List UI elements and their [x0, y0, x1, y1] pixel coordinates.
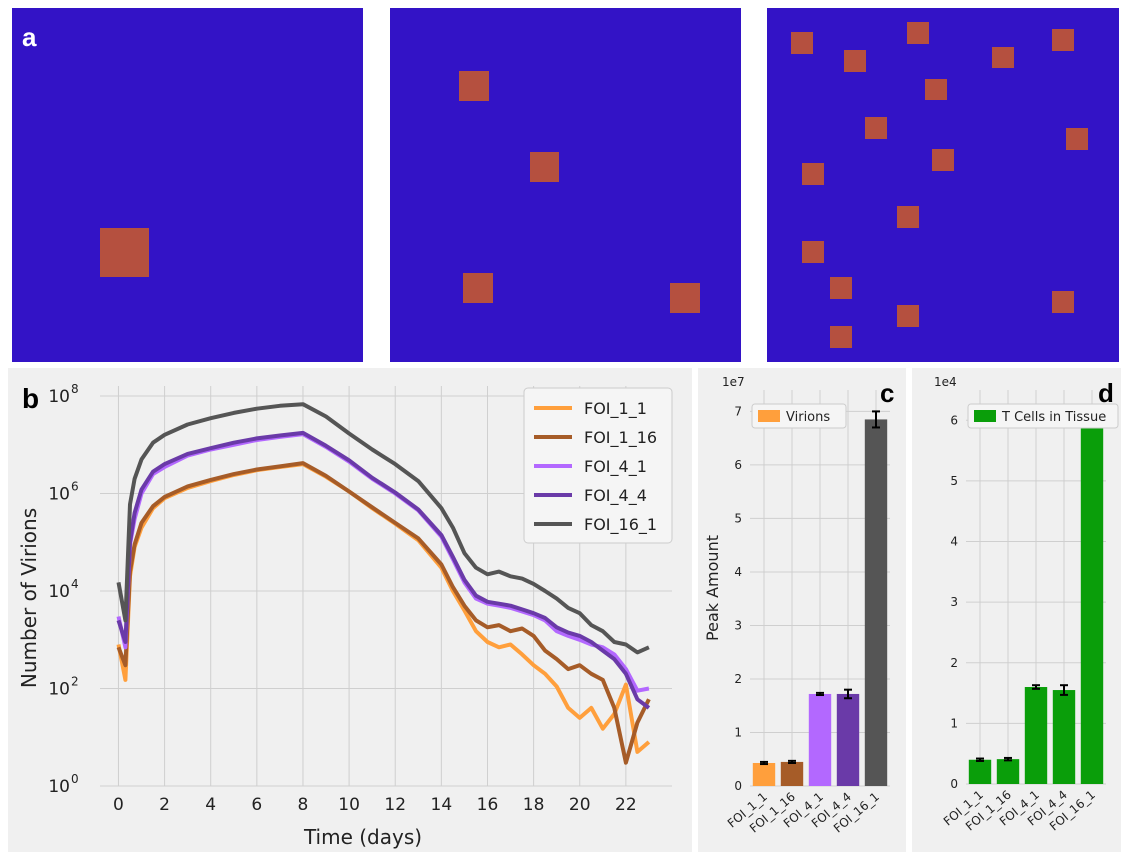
simulation-grid-foi-4-4	[390, 8, 741, 362]
infection-focus	[1051, 290, 1074, 313]
legend-box	[523, 387, 673, 544]
y-tick-label: 0	[950, 777, 958, 791]
bar-foi-1-1	[968, 759, 992, 784]
y-tick-label: 10	[48, 777, 70, 797]
infection-focus	[896, 305, 919, 327]
infection-focus	[801, 163, 824, 186]
y-tick-label: 6	[950, 413, 958, 427]
bar-foi-16-1	[1080, 414, 1104, 784]
y-tick-label: 10	[48, 582, 70, 602]
panel-letter-c: c	[880, 378, 894, 408]
panel-letter-d: d	[1098, 378, 1114, 408]
series-line-foi-16-1	[116, 402, 650, 655]
y-tick-label: 3	[734, 618, 742, 632]
x-tick-label: 12	[384, 795, 406, 815]
y-tick-exponent: 0	[71, 772, 79, 786]
infection-focus	[801, 241, 824, 264]
simulation-grid-foi-16-1	[767, 8, 1119, 362]
y-tick-exponent: 2	[71, 675, 79, 689]
y-multiplier-c: 1e7	[722, 375, 745, 389]
bar-foi-1-16	[780, 761, 804, 786]
infection-focus	[669, 283, 700, 314]
infection-focus	[925, 78, 947, 101]
y-tick-label: 2	[950, 656, 958, 670]
y-tick-label: 10	[48, 680, 70, 700]
y-tick-label: 5	[950, 474, 958, 488]
y-tick-label: 5	[734, 511, 742, 525]
legend-box	[967, 403, 1119, 429]
legend-entry: T Cells in Tissue	[1001, 410, 1106, 425]
y-tick-label: 0	[734, 779, 742, 793]
infection-focus	[791, 32, 814, 55]
infection-focus	[865, 117, 888, 140]
x-tick-label: 2	[159, 795, 170, 815]
y-tick-exponent: 6	[71, 480, 79, 494]
x-tick-label: 16	[477, 795, 499, 815]
y-tick-label: 2	[734, 672, 742, 686]
y-axis-label-c: Peak Amount	[703, 535, 722, 641]
bar-foi-4-1	[808, 693, 832, 786]
x-tick-label: 8	[298, 795, 309, 815]
bar-foi-4-1	[1024, 687, 1048, 784]
x-tick-label: 22	[615, 795, 637, 815]
y-tick-label: 7	[734, 404, 742, 418]
infection-focus	[907, 21, 930, 44]
legend-entry: FOI_1_1	[584, 399, 647, 419]
series-line-foi-4-4	[116, 430, 651, 710]
infection-focus	[99, 227, 149, 277]
infection-focus	[830, 326, 852, 349]
legend-swatch	[758, 410, 780, 422]
legend-entry: FOI_4_1	[584, 457, 647, 477]
x-tick-label: 14	[431, 795, 453, 815]
bar-foi-4-4	[1052, 690, 1076, 784]
x-tick-label: 20	[569, 795, 591, 815]
infection-focus	[529, 152, 560, 183]
panel-letter-a: a	[22, 22, 37, 52]
y-tick-label: 10	[48, 485, 70, 505]
bar-foi-1-16	[996, 759, 1020, 784]
bar-foi-4-4	[836, 693, 860, 786]
y-tick-label: 1	[950, 716, 958, 730]
x-tick-label: 10	[338, 795, 360, 815]
x-axis-label: Time (days)	[303, 825, 422, 849]
y-axis-label: Number of Virions	[17, 508, 41, 688]
y-tick-label: 4	[734, 565, 742, 579]
legend-entry: FOI_16_1	[584, 515, 657, 535]
x-tick-label: 4	[205, 795, 216, 815]
infection-focus	[896, 205, 919, 228]
infection-focus	[932, 149, 954, 172]
legend-entry: FOI_4_4	[584, 486, 647, 506]
infection-focus	[1065, 128, 1088, 150]
infection-focus	[991, 46, 1014, 69]
infection-focus	[830, 276, 852, 299]
bar-foi-1-1	[752, 762, 776, 786]
infection-focus	[1051, 28, 1074, 51]
y-tick-label: 6	[734, 458, 742, 472]
simulation-grid-foi-1-16	[12, 8, 363, 362]
y-tick-label: 3	[950, 595, 958, 609]
y-tick-exponent: 4	[71, 577, 79, 591]
legend-entry: FOI_1_16	[584, 428, 657, 448]
y-tick-exponent: 8	[71, 382, 79, 396]
y-multiplier-d: 1e4	[934, 375, 957, 389]
x-tick-label: 18	[523, 795, 545, 815]
series-line-foi-1-16	[116, 461, 651, 765]
x-tick-label: 6	[251, 795, 262, 815]
y-tick-label: 4	[950, 535, 958, 549]
infection-focus	[844, 50, 866, 72]
x-tick-label: 0	[113, 795, 124, 815]
y-tick-label: 1	[734, 725, 742, 739]
legend-swatch	[974, 410, 996, 422]
y-tick-label: 10	[48, 387, 70, 407]
panel-letter-b: b	[22, 383, 39, 414]
bar-foi-16-1	[864, 419, 888, 786]
infection-focus	[462, 272, 493, 303]
legend-entry: Virions	[786, 410, 830, 425]
infection-focus	[459, 70, 490, 101]
